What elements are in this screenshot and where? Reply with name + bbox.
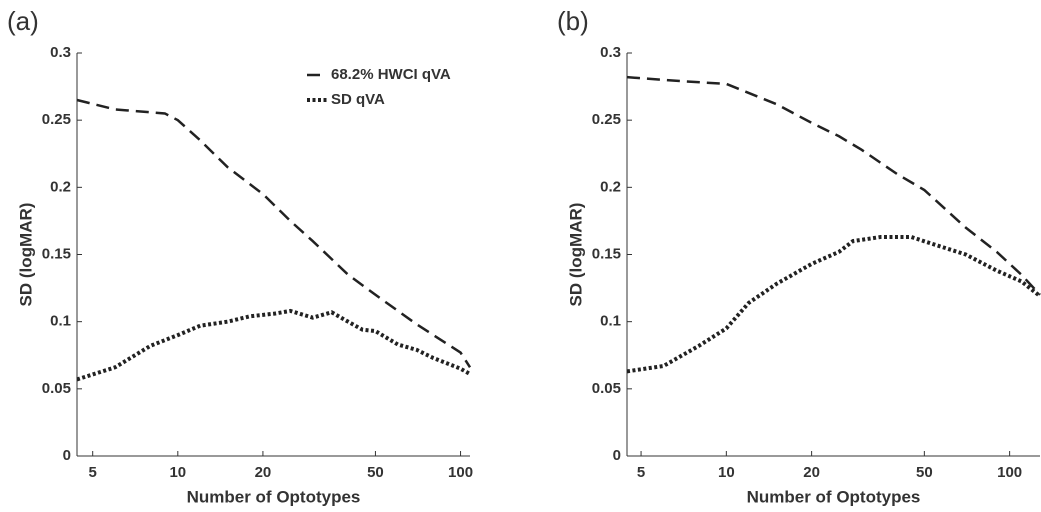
data-line bbox=[76, 98, 472, 369]
y-axis-label: SD (logMAR) bbox=[566, 203, 585, 307]
y-tick-label: 0 bbox=[613, 447, 621, 464]
y-tick-label: 0.2 bbox=[600, 178, 621, 195]
y-axis-label: SD (logMAR) bbox=[16, 203, 35, 307]
y-tick-label: 0.05 bbox=[592, 380, 621, 397]
legend-label: 68.2% HWCI qVA bbox=[331, 66, 451, 83]
x-tick-label: 10 bbox=[169, 464, 186, 481]
y-tick-label: 0.25 bbox=[592, 111, 621, 128]
x-tick-label: 20 bbox=[255, 464, 272, 481]
y-tick-label: 0.1 bbox=[50, 313, 71, 330]
y-tick-label: 0 bbox=[63, 447, 71, 464]
data-line bbox=[626, 75, 1041, 296]
x-tick-label: 100 bbox=[448, 464, 473, 481]
x-tick-label: 5 bbox=[637, 464, 645, 481]
x-tick-label: 50 bbox=[916, 464, 933, 481]
x-tick-label: 10 bbox=[718, 464, 735, 481]
data-line bbox=[76, 308, 471, 382]
y-tick-label: 0.3 bbox=[50, 44, 71, 61]
panel-label: (b) bbox=[557, 6, 589, 36]
x-tick-label: 50 bbox=[367, 464, 384, 481]
data-line bbox=[626, 235, 1041, 374]
y-tick-label: 0.25 bbox=[42, 111, 71, 128]
x-tick-label: 5 bbox=[89, 464, 97, 481]
y-tick-label: 0.3 bbox=[600, 44, 621, 61]
x-axis-label: Number of Optotypes bbox=[187, 487, 361, 506]
x-tick-label: 100 bbox=[997, 464, 1022, 481]
y-tick-label: 0.15 bbox=[42, 245, 71, 262]
y-tick-label: 0.2 bbox=[50, 178, 71, 195]
y-tick-label: 0.05 bbox=[42, 380, 71, 397]
x-tick-label: 20 bbox=[803, 464, 820, 481]
x-axis-label: Number of Optotypes bbox=[747, 487, 921, 506]
y-tick-label: 0.1 bbox=[600, 313, 621, 330]
y-tick-label: 0.15 bbox=[592, 245, 621, 262]
panel-label: (a) bbox=[7, 6, 39, 36]
legend-label: SD qVA bbox=[331, 91, 385, 108]
